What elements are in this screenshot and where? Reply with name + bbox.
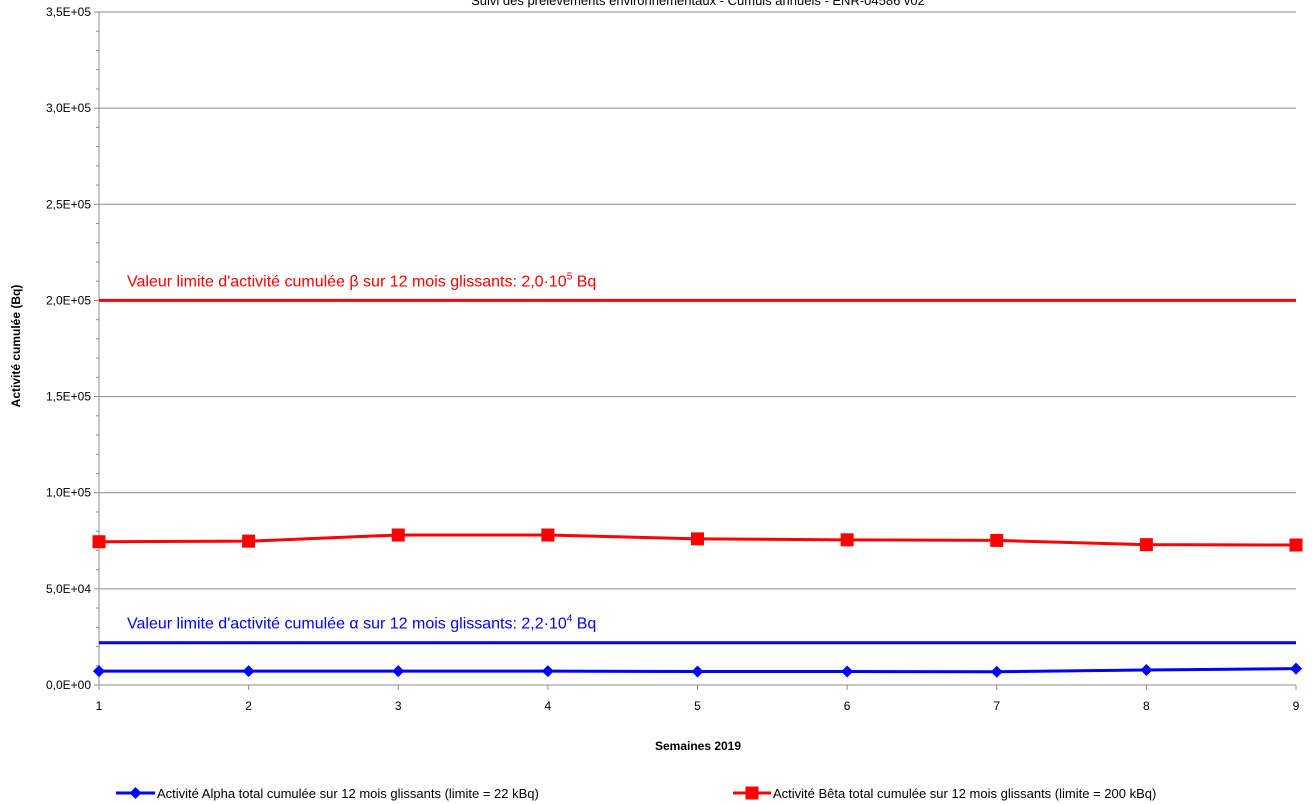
legend-label: Activité Alpha total cumulée sur 12 mois…: [157, 786, 539, 801]
y-axis-ticks: 0,0E+00 5,0E+04 1,0E+05 1,5E+05 2,0E+05 2,5E+…: [46, 5, 99, 692]
x-tick-label: 6: [844, 699, 851, 713]
data-point: [242, 665, 255, 678]
axes: [98, 12, 1296, 686]
series-diamond: [93, 662, 1302, 678]
y-axis-label: Activité cumulée (Bq): [9, 285, 23, 408]
data-point: [840, 533, 854, 547]
data-point: [392, 665, 405, 678]
x-tick-label: 8: [1143, 699, 1150, 713]
data-point: [1289, 538, 1303, 552]
y-tick-label: 5,0E+04: [46, 582, 91, 596]
y-tick-label: 3,5E+05: [46, 5, 91, 19]
chart-title: Suivi des prélèvements environnementaux …: [471, 0, 925, 8]
data-point: [691, 665, 704, 678]
data-point: [691, 532, 704, 546]
series-square: [92, 528, 1303, 552]
legend-label: Activité Bêta total cumulée sur 12 mois …: [773, 786, 1156, 801]
x-tick-label: 5: [694, 699, 701, 713]
data-point: [541, 665, 554, 678]
y-tick-label: 1,5E+05: [46, 390, 91, 404]
y-tick-label: 2,0E+05: [46, 293, 91, 307]
data-point: [129, 787, 142, 799]
data-point: [391, 528, 405, 542]
data-point: [841, 665, 854, 678]
data-point: [93, 665, 105, 678]
y-tick-label: 0,0E+00: [46, 678, 91, 692]
legend-item: Activité Alpha total cumulée sur 12 mois…: [116, 786, 539, 801]
data-point: [745, 786, 759, 800]
y-tick-label: 3,0E+05: [46, 101, 91, 115]
data-point: [242, 534, 256, 548]
x-axis-ticks: 1 2 3 4 5 6 7 8 9: [96, 685, 1300, 713]
x-tick-label: 9: [1293, 699, 1300, 713]
x-tick-label: 4: [545, 699, 552, 713]
data-point: [1140, 664, 1153, 677]
x-tick-label: 2: [245, 699, 252, 713]
data-point: [1139, 538, 1153, 552]
y-tick-label: 2,5E+05: [46, 197, 91, 211]
data-point: [541, 528, 555, 542]
x-tick-label: 7: [993, 699, 1000, 713]
series-group: [92, 528, 1303, 678]
x-tick-label: 3: [395, 699, 402, 713]
legend: Activité Alpha total cumulée sur 12 mois…: [116, 786, 1156, 801]
data-point: [1290, 662, 1302, 675]
data-point: [92, 535, 106, 549]
x-axis-label: Semaines 2019: [655, 739, 741, 753]
limit-lines: Valeur limite d'activité cumulée β sur 1…: [99, 271, 1296, 645]
limit-label: Valeur limite d'activité cumulée β sur 1…: [127, 271, 596, 290]
data-point: [990, 665, 1003, 678]
x-tick-label: 1: [96, 699, 103, 713]
y-tick-label: 1,0E+05: [46, 486, 91, 500]
limit-label: Valeur limite d'activité cumulée α sur 1…: [127, 614, 596, 633]
legend-item: Activité Bêta total cumulée sur 12 mois …: [733, 786, 1156, 801]
data-point: [990, 533, 1004, 547]
